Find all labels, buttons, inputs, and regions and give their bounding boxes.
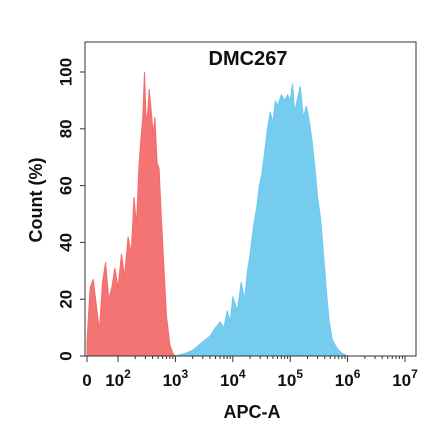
y-axis-title: Count (%)	[26, 158, 46, 243]
y-tick-label: 0	[57, 351, 76, 360]
x-tick-label: 106	[335, 367, 361, 390]
y-tick-label: 20	[57, 290, 76, 309]
x-tick-label: 107	[392, 367, 418, 390]
plot-area	[86, 71, 348, 357]
series-area-2	[175, 83, 348, 357]
x-tick-label: 105	[277, 367, 303, 390]
y-tick-label: 80	[57, 119, 76, 138]
chart-title: DMC267	[209, 48, 288, 70]
x-tick-label: 102	[105, 367, 131, 390]
x-tick-label: 104	[220, 367, 246, 390]
y-tick-label: 60	[57, 176, 76, 195]
x-axis: 0 102 103 104 105 106 107	[82, 356, 418, 390]
x-axis-title: APC-A	[224, 402, 281, 422]
x-tick-label: 0	[82, 371, 91, 390]
y-axis: 0 20 40 60 80 100	[57, 58, 85, 361]
y-tick-label: 40	[57, 233, 76, 252]
series-area-1	[86, 71, 177, 357]
x-tick-label: 103	[163, 367, 189, 390]
y-tick-label: 100	[57, 58, 76, 86]
